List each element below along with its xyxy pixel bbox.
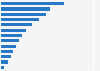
- Bar: [1, 60, 8, 64]
- Bar: [1, 18, 39, 21]
- Bar: [1, 34, 22, 37]
- Bar: [1, 45, 16, 48]
- Bar: [1, 29, 26, 32]
- Bar: [1, 66, 4, 69]
- Bar: [1, 2, 64, 5]
- Bar: [1, 23, 32, 26]
- Bar: [1, 55, 11, 58]
- Bar: [1, 13, 46, 16]
- Bar: [1, 50, 14, 53]
- Bar: [1, 39, 18, 42]
- Bar: [1, 7, 50, 11]
